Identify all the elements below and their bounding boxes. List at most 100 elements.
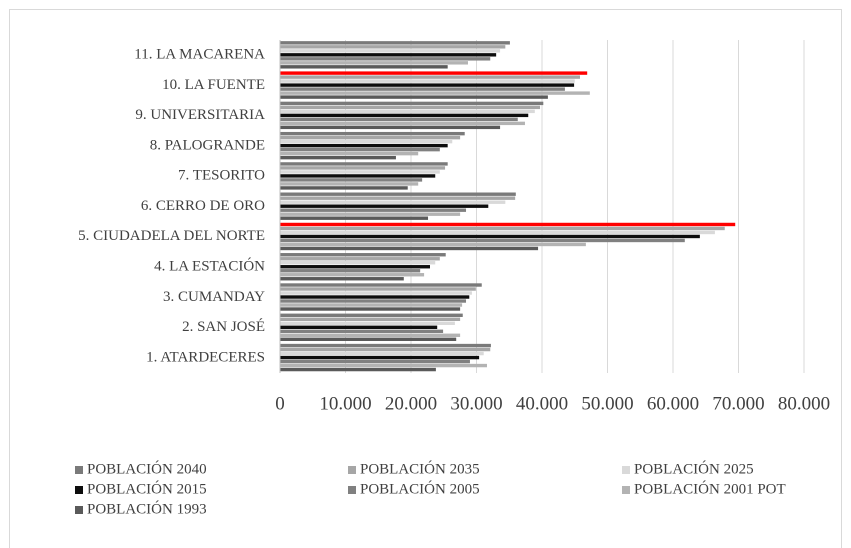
bar [280,283,482,287]
y-tick-label: 10. LA FUENTE [162,77,265,93]
bar [280,307,461,311]
bar [280,253,446,257]
bar [280,105,541,110]
bar [280,186,408,190]
bar [280,277,404,281]
x-tick-label: 20.000 [385,393,437,414]
legend-label: POBLACIÓN 2040 [87,460,207,477]
bar [280,87,565,91]
bar [280,238,685,243]
y-tick-label: 4. LA ESTACIÓN [154,257,265,274]
bar [280,230,715,235]
bar [280,174,436,178]
y-tick-label: 1. ATARDECERES [146,349,265,365]
bar [280,79,575,83]
legend-label: POBLACIÓN 2025 [634,460,754,477]
legend-swatch [622,486,630,494]
bar [280,155,396,160]
bar [280,359,470,364]
x-tick-label: 30.000 [450,393,502,414]
bar [280,299,467,303]
x-tick-label: 0 [275,393,285,414]
legend-label: POBLACIÓN 2001 POT [634,480,786,497]
bar [280,196,516,200]
bar [280,192,516,196]
legend-label: POBLACIÓN 2005 [360,480,480,497]
legend-swatch [622,466,630,474]
bar [280,234,700,239]
bar [280,287,476,291]
bar [280,61,468,65]
x-tick-label: 80.000 [778,393,830,414]
y-tick-label: 8. PALOGRANDE [150,137,265,153]
bar [280,265,430,269]
bar [280,200,506,204]
x-tick-label: 50.000 [581,393,633,414]
bar [280,291,472,295]
x-tick-label: 70.000 [712,393,764,414]
bar [280,178,423,182]
bar [280,113,529,118]
bar [280,351,484,356]
bar [280,329,444,333]
bar [280,317,461,321]
bar [280,65,448,69]
y-tick-label: 7. TESORITO [178,168,265,184]
bar [280,242,586,247]
bar [280,204,489,208]
bar [280,257,440,261]
x-tick-label: 60.000 [647,393,699,414]
legend-swatch [75,466,83,474]
bar [280,269,421,273]
bar [280,216,429,220]
bar [280,355,480,360]
bar [280,83,575,87]
bar [280,337,457,341]
bar [280,139,453,144]
bar [280,261,436,265]
bar [280,95,548,99]
legend-swatch [348,486,356,494]
bar [280,147,440,152]
bar [280,125,501,130]
bar [280,170,440,174]
bar [280,313,463,317]
y-tick-label: 11. LA MACARENA [134,47,265,63]
bar [280,109,535,114]
bar [280,131,465,136]
bar [280,57,491,61]
bar [280,117,518,122]
bar [280,101,544,106]
bar [280,182,419,186]
bar [280,71,588,75]
bar [280,273,425,277]
bar [280,208,467,212]
bar [280,333,461,337]
bar [280,347,491,352]
bar [280,246,539,251]
bar [280,212,461,216]
bar [280,166,446,170]
y-tick-label: 9. UNIVERSITARIA [135,107,265,123]
bar [280,363,487,368]
legend-swatch [348,466,356,474]
y-tick-label: 5. CIUDADELA DEL NORTE [78,228,265,244]
y-tick-label: 2. SAN JOSÉ [182,318,265,335]
legend-swatch [75,506,83,514]
legend-label: POBLACIÓN 2035 [360,460,480,477]
bar [280,151,419,156]
bar [280,91,590,95]
bar [280,226,725,231]
bar [280,75,580,79]
bar [280,49,501,53]
bar [280,303,463,307]
bar [280,135,461,140]
x-tick-label: 10.000 [319,393,371,414]
bar [280,143,448,148]
legend-swatch [75,486,83,494]
bar [280,325,438,329]
y-tick-label: 3. CUMANDAY [163,289,265,305]
bar [280,367,436,372]
legend-label: POBLACIÓN 1993 [87,500,207,517]
